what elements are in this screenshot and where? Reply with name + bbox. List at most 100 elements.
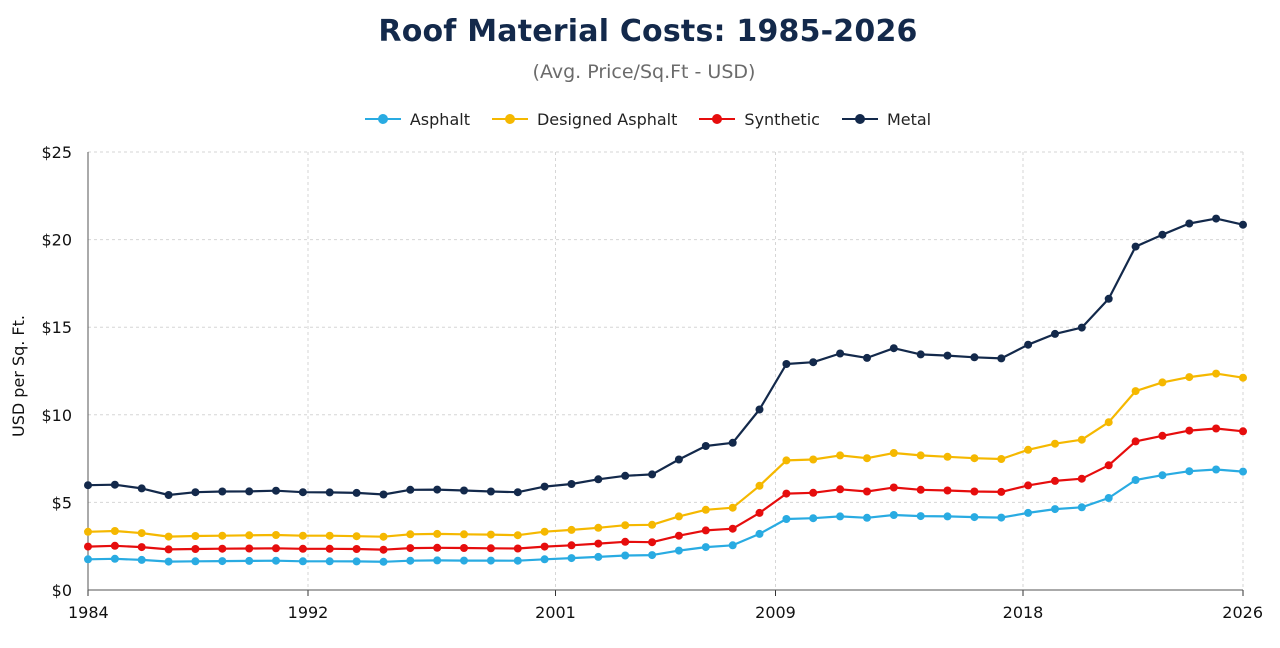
data-point-synthetic [567, 541, 576, 550]
data-point-designed-asphalt [191, 532, 200, 540]
data-point-metal [1077, 323, 1086, 332]
data-point-designed-asphalt [1185, 373, 1194, 382]
data-point-synthetic [137, 543, 146, 552]
legend-swatch [491, 112, 528, 126]
data-point-designed-asphalt [218, 531, 227, 540]
data-point-asphalt [970, 513, 979, 522]
data-point-synthetic [1212, 424, 1221, 433]
x-tick-label: 2009 [755, 603, 796, 622]
data-point-synthetic [836, 485, 845, 494]
data-point-synthetic [863, 487, 871, 496]
legend-swatch [699, 112, 736, 126]
data-point-designed-asphalt [1158, 378, 1167, 387]
data-point-metal [943, 351, 952, 360]
chart-subtitle: (Avg. Price/Sq.Ft - USD) [532, 61, 756, 83]
data-point-synthetic [809, 488, 818, 497]
data-point-asphalt [110, 554, 119, 563]
data-point-asphalt [1185, 467, 1194, 476]
y-tick-label: $0 [52, 581, 72, 600]
data-point-synthetic [110, 541, 119, 550]
data-point-synthetic [755, 508, 764, 517]
data-point-synthetic [728, 524, 737, 533]
data-point-asphalt [460, 556, 468, 565]
data-point-synthetic [1131, 437, 1140, 446]
data-point-metal [191, 488, 200, 497]
data-point-metal [379, 490, 388, 499]
data-point-asphalt [567, 554, 576, 563]
data-point-synthetic [1104, 461, 1113, 470]
data-point-asphalt [701, 543, 710, 552]
data-point-asphalt [621, 551, 630, 560]
data-point-metal [1051, 329, 1059, 338]
data-point-asphalt [1024, 508, 1033, 517]
data-point-designed-asphalt [84, 527, 92, 536]
legend: Asphalt Designed Asphalt Synthetic Metal [0, 106, 1280, 132]
data-point-designed-asphalt [997, 455, 1006, 463]
legend-label: Designed Asphalt [536, 109, 678, 129]
series-line-synthetic [87, 427, 1244, 551]
data-point-asphalt [674, 546, 683, 555]
y-tick-label: $15 [41, 318, 72, 337]
data-point-designed-asphalt [164, 532, 173, 541]
data-point-asphalt [218, 557, 227, 566]
data-point-metal [970, 353, 979, 362]
y-tick-label: $10 [41, 406, 72, 425]
data-point-metal [594, 475, 603, 484]
data-point-designed-asphalt [674, 512, 683, 521]
data-point-synthetic [298, 544, 307, 553]
data-point-asphalt [1239, 467, 1247, 476]
data-point-synthetic [782, 489, 791, 498]
data-point-designed-asphalt [916, 451, 925, 460]
legend-label: Asphalt [409, 109, 470, 129]
data-point-synthetic [460, 544, 468, 552]
data-point-synthetic [513, 544, 522, 553]
data-point-asphalt [1077, 503, 1086, 512]
data-point-synthetic [701, 526, 710, 535]
y-tick-label: $20 [41, 231, 72, 250]
data-point-designed-asphalt [1131, 387, 1140, 396]
data-point-synthetic [540, 542, 549, 551]
data-point-asphalt [191, 557, 200, 566]
data-point-asphalt [782, 515, 791, 523]
data-point-metal [755, 405, 764, 414]
data-point-designed-asphalt [889, 449, 898, 457]
data-point-metal [1104, 294, 1113, 303]
data-point-designed-asphalt [701, 505, 710, 514]
data-point-metal [298, 488, 307, 497]
data-point-designed-asphalt [352, 532, 361, 541]
data-point-synthetic [1024, 481, 1033, 490]
data-point-metal [916, 350, 925, 359]
legend-label: Metal [886, 109, 932, 129]
y-tick-label: $5 [52, 493, 72, 512]
data-point-designed-asphalt [782, 456, 791, 465]
data-point-asphalt [406, 556, 415, 565]
data-point-metal [674, 455, 683, 464]
data-point-synthetic [997, 487, 1006, 496]
x-tick-label: 2026 [1222, 603, 1263, 622]
data-point-asphalt [272, 556, 280, 565]
data-point-asphalt [1131, 476, 1140, 484]
data-point-synthetic [84, 542, 92, 551]
data-point-synthetic [1239, 427, 1247, 436]
data-point-designed-asphalt [245, 531, 254, 540]
data-point-asphalt [1051, 505, 1059, 514]
data-point-synthetic [621, 537, 630, 546]
data-point-metal [540, 482, 549, 491]
data-point-designed-asphalt [594, 523, 603, 532]
data-point-asphalt [916, 512, 925, 521]
data-point-designed-asphalt [1077, 435, 1086, 444]
data-point-synthetic [594, 539, 603, 548]
data-point-designed-asphalt [567, 525, 576, 534]
data-point-designed-asphalt [1024, 445, 1033, 454]
data-point-designed-asphalt [1212, 369, 1221, 378]
legend-item: Designed Asphalt [491, 109, 678, 129]
data-point-designed-asphalt [272, 531, 280, 539]
data-point-designed-asphalt [406, 530, 415, 539]
data-point-metal [1239, 220, 1247, 229]
data-point-synthetic [352, 545, 361, 553]
data-point-asphalt [379, 557, 388, 566]
data-point-designed-asphalt [648, 520, 657, 529]
data-point-designed-asphalt [943, 452, 952, 461]
data-point-asphalt [137, 555, 146, 564]
